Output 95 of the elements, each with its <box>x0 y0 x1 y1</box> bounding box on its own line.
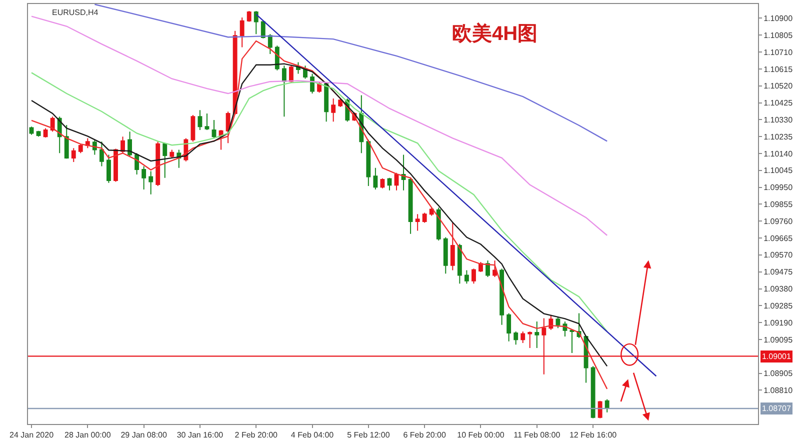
y-tick-label: 1.10330 <box>764 115 794 124</box>
candlestick <box>598 400 602 419</box>
y-tick-label: 1.10615 <box>764 64 794 74</box>
candlestick <box>408 177 413 234</box>
candlestick <box>78 144 83 154</box>
candlestick <box>50 116 55 132</box>
x-tick-label: 12 Feb 16:00 <box>569 430 618 440</box>
candlestick <box>148 170 154 195</box>
candlestick <box>366 139 371 187</box>
candlestick <box>296 62 300 74</box>
y-tick-label: 1.09285 <box>764 301 794 310</box>
y-tick-label: 1.10045 <box>764 166 794 176</box>
y-tick-label: 1.10140 <box>764 149 794 158</box>
candlestick <box>282 65 286 118</box>
candlestick <box>436 207 441 242</box>
y-tick-label: 1.09190 <box>764 318 794 328</box>
candlestick <box>268 34 272 55</box>
ref-line-label: 1.08707 <box>762 404 792 413</box>
candlestick <box>500 268 504 326</box>
text: 欧美4H图 <box>452 22 538 45</box>
candlestick <box>128 131 132 157</box>
x-tick-label: 10 Feb 00:00 <box>457 430 505 440</box>
candlestick <box>254 10 258 35</box>
y-tick-label: 1.10235 <box>764 132 794 142</box>
x-tick-label: 5 Feb 12:00 <box>347 430 390 440</box>
candlestick <box>331 98 336 122</box>
candlestick <box>240 17 244 48</box>
candlestick <box>338 98 343 108</box>
y-tick-label: 1.10425 <box>764 98 794 108</box>
candlestick <box>114 148 118 182</box>
candlestick <box>29 126 34 136</box>
candlestick <box>43 128 48 138</box>
x-tick-label: 6 Feb 20:00 <box>403 430 446 440</box>
candlestick <box>520 330 526 344</box>
candlestick <box>401 154 406 191</box>
candlestick <box>190 114 196 142</box>
candlestick <box>528 330 532 349</box>
x-tick-label: 29 Jan 08:00 <box>120 430 168 440</box>
x-tick-label: 2 Feb 20:00 <box>234 430 278 440</box>
candlestick <box>99 141 104 167</box>
candlestick <box>204 112 210 130</box>
y-tick-label: 1.10520 <box>764 82 794 91</box>
candlestick <box>556 316 560 329</box>
candlestick <box>198 110 202 130</box>
candlestick <box>464 270 469 284</box>
y-tick-label: 1.08905 <box>764 369 794 378</box>
candlestick <box>590 366 596 419</box>
candlestick <box>71 148 76 163</box>
candlestick <box>162 142 168 178</box>
y-tick-label: 1.09760 <box>764 216 794 226</box>
y-tick-label: 1.10805 <box>764 30 794 40</box>
annotation: EURUSD,H4 <box>52 8 99 17</box>
x-tick-label: 28 Jan 00:00 <box>64 430 112 440</box>
y-tick-label: 1.09095 <box>764 335 794 344</box>
y-tick-label: 1.09570 <box>764 250 794 260</box>
y-tick-label: 1.10900 <box>764 14 794 24</box>
y-tick-label: 1.08810 <box>764 386 794 395</box>
line-series <box>30 16 608 236</box>
candlestick <box>457 243 462 284</box>
y-tick-label: 1.09665 <box>764 234 794 243</box>
y-tick-label: 1.09950 <box>764 183 794 192</box>
x-tick-label: 11 Feb 08:00 <box>514 430 561 440</box>
candlestick <box>506 312 512 342</box>
candlestick <box>415 214 420 232</box>
candlestick <box>170 149 174 158</box>
candlestick <box>246 10 252 22</box>
y-tick-label: 1.10710 <box>764 48 794 57</box>
candlestick <box>422 212 427 224</box>
candlestick <box>534 320 540 349</box>
candlestick <box>486 260 490 278</box>
candlestick <box>514 330 518 346</box>
candlestick <box>492 260 497 278</box>
candlestick <box>289 65 294 84</box>
candlestick <box>36 130 41 138</box>
candlestick <box>450 222 455 271</box>
candlestick <box>324 81 329 122</box>
candlestick <box>387 177 392 191</box>
candlestick <box>604 398 610 413</box>
x-tick-label: 30 Jan 16:00 <box>176 430 224 440</box>
y-tick-label: 1.09380 <box>764 284 794 294</box>
candlestick <box>373 167 378 190</box>
candlestick <box>443 236 448 274</box>
candlestick <box>64 124 69 160</box>
candlestick <box>570 329 574 354</box>
y-tick-label: 1.09475 <box>764 268 794 277</box>
y-tick-label: 1.09855 <box>764 200 794 210</box>
candlestick <box>142 166 146 190</box>
ref-line-label: 1.09001 <box>762 352 792 361</box>
x-tick-label: 24 Jan 2020 <box>9 430 54 440</box>
x-tick-label: 4 Feb 04:00 <box>290 430 334 440</box>
candlestick <box>106 154 111 184</box>
candlestick <box>156 141 160 187</box>
candlestick <box>212 120 216 139</box>
candlestick <box>310 73 314 94</box>
candlestick <box>472 268 476 284</box>
